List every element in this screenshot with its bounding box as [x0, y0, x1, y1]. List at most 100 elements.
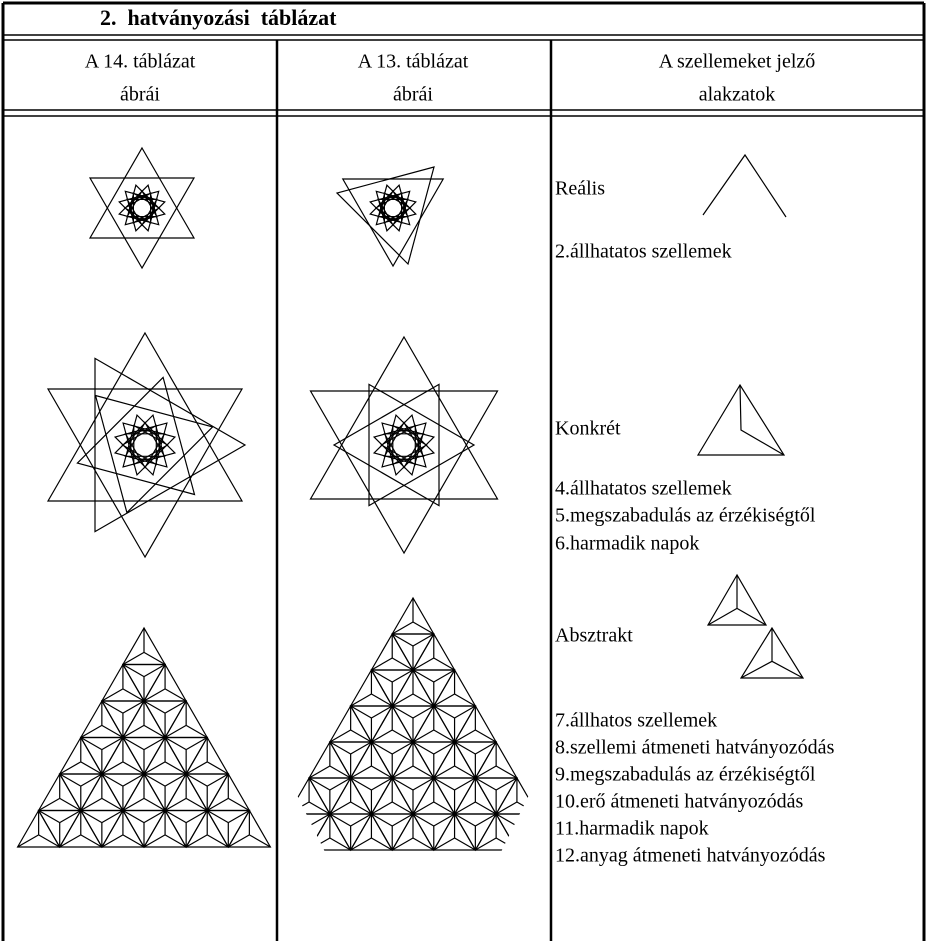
cell-line: [101, 700, 124, 714]
cell-line: [454, 705, 476, 719]
cell: [349, 705, 394, 744]
cell-line: [206, 761, 229, 775]
cell-line: [391, 621, 414, 635]
cell-line: [391, 669, 414, 683]
cell-line: [297, 837, 310, 851]
cell-line: [80, 797, 103, 812]
cell-line: [391, 729, 414, 743]
shape-item: 2.állhatatos szellemek: [555, 241, 732, 263]
shape-label: Absztrakt: [555, 625, 633, 647]
shape-item: 12.anyag átmeneti hatványozódás: [555, 845, 826, 867]
cell-line: [371, 765, 393, 779]
cell-line: [80, 773, 103, 787]
shape-item: 7.állhatos szellemek: [555, 710, 717, 732]
cell: [58, 773, 103, 812]
cell-line: [475, 741, 497, 755]
triangle: [133, 424, 169, 466]
triangle: [739, 626, 805, 679]
cell: [453, 813, 498, 852]
triangle: [94, 394, 214, 514]
cell-line: [101, 688, 124, 702]
cell-line: [412, 657, 435, 671]
cell-line: [122, 809, 145, 824]
cell-line: [206, 834, 229, 848]
triangle: [132, 192, 161, 224]
circle: [129, 429, 161, 461]
cell: [79, 736, 124, 776]
cell-line: [516, 837, 529, 851]
shape-item: 8.szellemi átmeneti hatványozódás: [555, 737, 835, 759]
triangle-lattice: [297, 596, 529, 852]
cell-line: [771, 660, 804, 679]
cell: [432, 705, 477, 744]
cell-line: [350, 705, 372, 719]
triangle: [88, 177, 196, 270]
cell-line: [308, 765, 331, 779]
cell-line: [122, 736, 145, 751]
cell-line: [371, 669, 393, 683]
cell-line: [371, 705, 393, 719]
cell-line: [308, 813, 331, 827]
cell-line: [164, 736, 187, 751]
cell: [370, 741, 415, 780]
cell-line: [329, 777, 351, 791]
cell-line: [454, 777, 476, 791]
cell-line: [412, 813, 435, 827]
cell-line: [391, 657, 414, 671]
cell: [515, 812, 529, 851]
cell: [474, 777, 518, 816]
cell-line: [206, 797, 229, 812]
cell-line: [391, 741, 414, 755]
cell-line: [433, 777, 455, 791]
cell: [432, 777, 477, 816]
cell: [206, 809, 251, 849]
triangle: [126, 189, 158, 218]
cell-line: [38, 797, 61, 812]
cell-line: [143, 651, 166, 666]
shape-item: 10.erő átmeneti hatványozódás: [555, 791, 803, 813]
cell-line: [329, 741, 351, 755]
cell: [453, 741, 498, 780]
cell-line: [59, 797, 82, 812]
cell-line: [740, 660, 773, 679]
cell-line: [516, 813, 529, 827]
cell: [121, 809, 167, 849]
cell-line: [143, 736, 166, 751]
cell-line: [412, 633, 435, 647]
cell-line: [164, 700, 187, 714]
cell: [370, 813, 415, 852]
column-header: alakzatok: [699, 84, 776, 106]
cell-line: [475, 801, 497, 815]
cell-line: [391, 837, 414, 851]
star-figure: [88, 146, 196, 270]
cell: [164, 809, 209, 849]
cell-line: [164, 797, 187, 812]
cell-line: [350, 837, 372, 851]
cell: [349, 777, 394, 816]
triangle: [309, 335, 499, 500]
cell-line: [164, 773, 187, 787]
shape-item: 5.megszabadulás az érzékiségtől: [555, 505, 816, 527]
cell-line: [433, 837, 455, 851]
cell-line: [59, 773, 82, 787]
triangle: [94, 357, 247, 533]
cell-line: [350, 729, 372, 743]
cell-line: [329, 801, 351, 815]
triangle: [88, 146, 196, 239]
cell-line: [454, 837, 476, 851]
cell: [411, 669, 456, 708]
cell-line: [454, 765, 476, 779]
column-header: ábrái: [120, 84, 160, 106]
cell-line: [707, 607, 738, 626]
icon-realis: [702, 153, 787, 218]
cell-line: [433, 729, 455, 743]
cell-line: [143, 773, 166, 787]
cell-line: [38, 809, 61, 824]
cell: [121, 663, 167, 703]
cell-line: [101, 724, 124, 739]
cell-line: [412, 693, 435, 707]
triangle: [124, 433, 166, 469]
cell-line: [475, 813, 497, 827]
